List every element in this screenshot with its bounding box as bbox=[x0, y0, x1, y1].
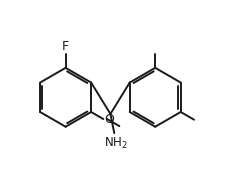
Text: F: F bbox=[62, 40, 69, 53]
Text: O: O bbox=[104, 113, 114, 126]
Text: NH$_2$: NH$_2$ bbox=[104, 136, 127, 151]
